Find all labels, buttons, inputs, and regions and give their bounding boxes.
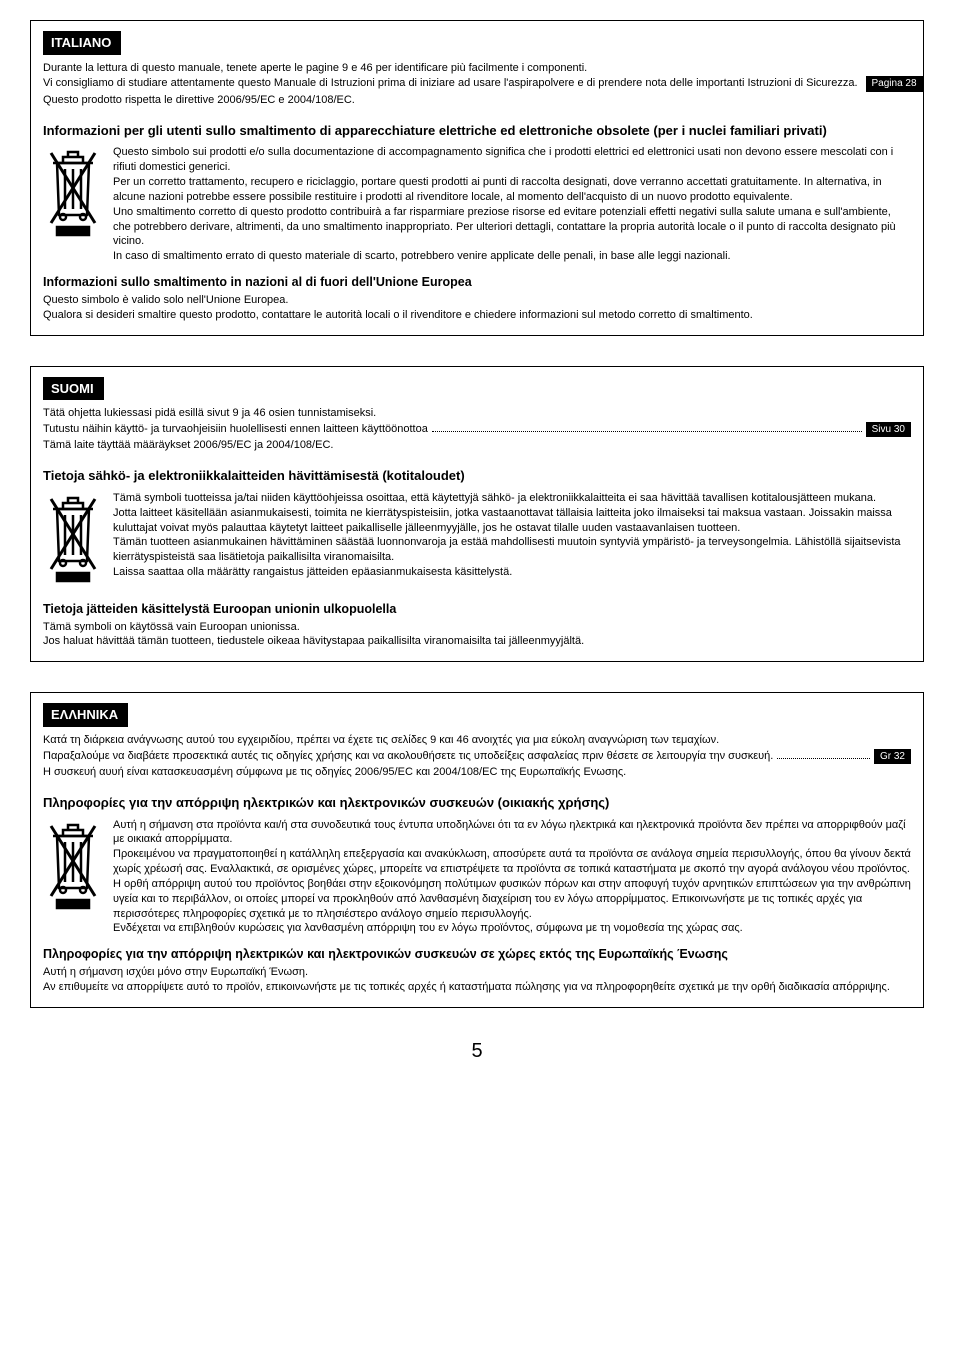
disposal-body: Tämä symboli tuotteissa ja/tai niiden kä… <box>113 491 911 580</box>
intro-line-3: Η συσκευή αυυή είναι κατασκευασμένη σύμφ… <box>43 765 911 780</box>
intro-line-2: Tutustu näihin käyttö- ja turvaohjeisiin… <box>43 422 428 437</box>
intro-line-1: Durante la lettura di questo manuale, te… <box>43 61 911 76</box>
language-label: ITALIANO <box>43 31 121 55</box>
page-ref-badge: Pagina 28 <box>866 76 923 92</box>
intro-line-1: Κατά τη διάρκεια ανάγνωσης αυτού του εγχ… <box>43 733 911 748</box>
page-ref-badge: Sivu 30 <box>866 422 911 438</box>
outside-eu-body: Αυτή η σήμανση ισχύει μόνο στην Ευρωπαϊκ… <box>43 965 911 995</box>
disposal-row: Tämä symboli tuotteissa ja/tai niiden kä… <box>43 491 911 591</box>
language-section-italiano: ITALIANO Durante la lettura di questo ma… <box>30 20 924 336</box>
page-ref-badge: Gr 32 <box>874 749 911 765</box>
language-label: ΕΛΛΗΝΙΚΑ <box>43 703 128 727</box>
disposal-body: Questo simbolo sui prodotti e/o sulla do… <box>113 145 911 264</box>
dotted-leader <box>777 758 870 759</box>
disposal-heading: Πληροφορίες για την απόρριψη ηλεκτρικών … <box>43 794 911 812</box>
disposal-heading: Informazioni per gli utenti sullo smalti… <box>43 122 911 140</box>
outside-eu-body: Tämä symboli on käytössä vain Euroopan u… <box>43 620 911 650</box>
disposal-heading: Tietoja sähkö- ja elektroniikkalaitteide… <box>43 467 911 485</box>
intro-line-3: Tämä laite täyttää määräykset 2006/95/EC… <box>43 438 911 453</box>
intro-line-1: Tätä ohjetta lukiessasi pidä esillä sivu… <box>43 406 911 421</box>
language-section-suomi: SUOMI Tätä ohjetta lukiessasi pidä esill… <box>30 366 924 663</box>
intro-line-2: Vi consigliamo di studiare attentamente … <box>43 76 858 91</box>
disposal-body: Αυτή η σήμανση στα προϊόντα και/ή στα συ… <box>113 818 911 937</box>
intro-with-page-ref: Vi consigliamo di studiare attentamente … <box>43 76 911 92</box>
language-label: SUOMI <box>43 377 104 401</box>
dotted-leader <box>432 431 862 432</box>
outside-eu-heading: Πληροφορίες για την απόρριψη ηλεκτρικών … <box>43 946 911 963</box>
intro-line-2: Παραξαλούμε να διαβάετε προσεκτικά αυτές… <box>43 749 773 764</box>
outside-eu-heading: Informazioni sullo smaltimento in nazion… <box>43 274 911 291</box>
weee-bin-icon <box>43 145 103 245</box>
page-number: 5 <box>30 1038 924 1065</box>
outside-eu-body: Questo simbolo è valido solo nell'Unione… <box>43 293 911 323</box>
weee-bin-icon <box>43 491 103 591</box>
weee-bin-icon <box>43 818 103 918</box>
intro-line-3: Questo prodotto rispetta le direttive 20… <box>43 93 911 108</box>
disposal-row: Questo simbolo sui prodotti e/o sulla do… <box>43 145 911 264</box>
language-section-greek: ΕΛΛΗΝΙΚΑ Κατά τη διάρκεια ανάγνωσης αυτο… <box>30 692 924 1008</box>
outside-eu-heading: Tietoja jätteiden käsittelystä Euroopan … <box>43 601 911 618</box>
intro-with-page-ref: Παραξαλούμε να διαβάετε προσεκτικά αυτές… <box>43 749 911 765</box>
disposal-row: Αυτή η σήμανση στα προϊόντα και/ή στα συ… <box>43 818 911 937</box>
intro-with-page-ref: Tutustu näihin käyttö- ja turvaohjeisiin… <box>43 422 911 438</box>
